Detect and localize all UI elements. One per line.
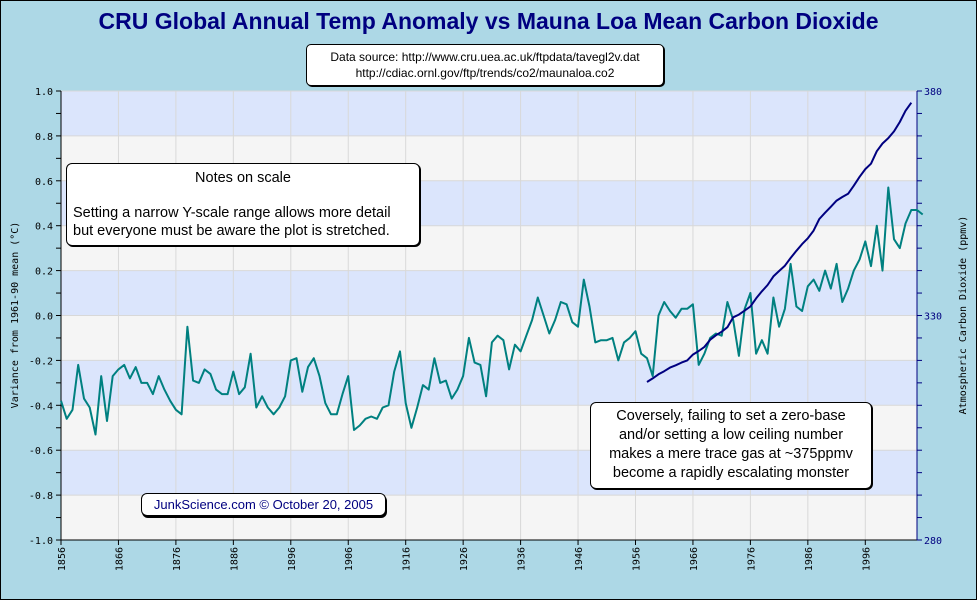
co2-series-line (646, 102, 913, 383)
y2-axis-label: Atmospheric Carbon Dioxide (ppmv) (958, 216, 969, 415)
x-tick-label: 1866 (114, 547, 125, 571)
y-tick-label: 1.0 (35, 87, 53, 98)
plot-band (61, 270, 917, 316)
y-tick-label: 0.0 (35, 312, 53, 323)
y2-tick-label: 330 (924, 312, 942, 323)
x-tick-label: 1886 (229, 547, 240, 571)
x-tick-label: 1976 (746, 547, 757, 571)
conversely-note-box: Coversely, failing to set a zero-base an… (590, 402, 872, 489)
y-tick-label: -1.0 (29, 536, 53, 547)
x-tick-label: 1986 (804, 547, 815, 571)
y-tick-label: -0.8 (29, 491, 53, 502)
notes-line-2: but everyone must be aware the plot is s… (73, 223, 390, 239)
temp-series-line (60, 186, 924, 436)
x-tick-label: 1876 (172, 547, 183, 571)
source-line-cdiac: http://cdiac.ornl.gov/ftp/trends/co2/mau… (355, 66, 615, 80)
x-tick-label: 1926 (459, 547, 470, 571)
conversely-line-3: makes a mere trace gas at ~375ppmv (609, 446, 853, 462)
x-tick-label: 1936 (517, 547, 528, 571)
plot-band (61, 91, 917, 136)
y-tick-label: -0.6 (29, 446, 53, 457)
x-tick-label: 1896 (287, 547, 298, 571)
data-source-box: Data source: http://www.cru.uea.ac.uk/ft… (306, 44, 664, 86)
y-tick-label: 0.4 (35, 222, 53, 233)
y-tick-label: -0.4 (29, 401, 53, 412)
source-line-cru: Data source: http://www.cru.uea.ac.uk/ft… (330, 50, 640, 64)
plot-band (61, 315, 917, 361)
y-tick-label: 0.6 (35, 177, 53, 188)
y-tick-label: 0.2 (35, 267, 53, 278)
y2-tick-label: 280 (924, 536, 942, 547)
x-tick-label: 1946 (574, 547, 585, 571)
x-tick-label: 1906 (344, 547, 355, 571)
x-tick-label: 1966 (689, 547, 700, 571)
chart-title: CRU Global Annual Temp Anomaly vs Mauna … (98, 8, 879, 34)
notes-on-scale-box: Notes on scale Setting a narrow Y-scale … (66, 163, 420, 246)
x-tick-label: 1956 (631, 547, 642, 571)
conversely-line-2: and/or setting a low ceiling number (618, 427, 844, 443)
y-tick-label: -0.2 (29, 356, 53, 367)
y2-tick-label: 380 (924, 87, 942, 98)
notes-line-1: Setting a narrow Y-scale range allows mo… (73, 205, 391, 221)
y-axis-label: Variance from 1961-90 mean (°C) (10, 222, 21, 409)
x-tick-label: 1856 (57, 547, 68, 571)
conversely-line-4: become a rapidly escalating monster (612, 465, 850, 481)
credit-box: JunkScience.com © October 20, 2005 (141, 493, 386, 516)
conversely-line-1: Coversely, failing to set a zero-base (616, 408, 846, 424)
x-tick-label: 1916 (402, 547, 413, 571)
x-tick-label: 1996 (861, 547, 872, 571)
notes-title: Notes on scale (195, 170, 291, 186)
y-tick-label: 0.8 (35, 132, 53, 143)
